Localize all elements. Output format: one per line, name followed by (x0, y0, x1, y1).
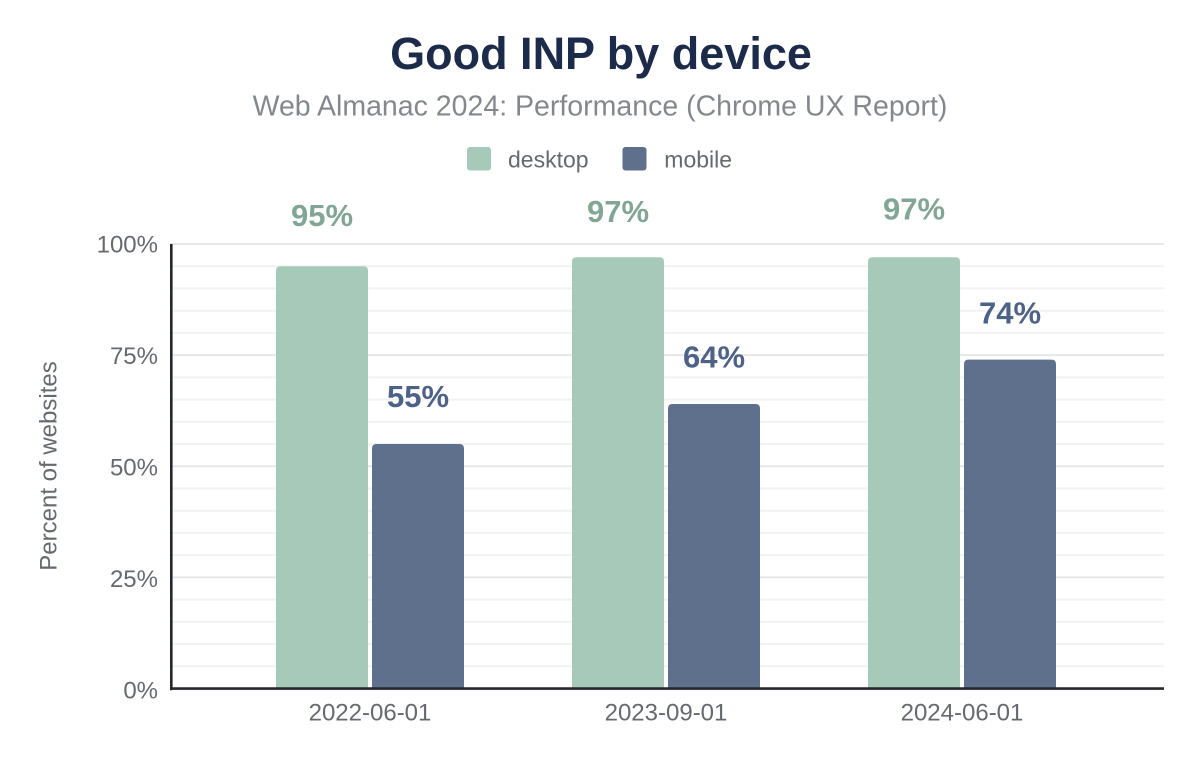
svg-text:Web Almanac 2024: Performance: Web Almanac 2024: Performance (Chrome UX… (253, 91, 948, 123)
svg-text:2022-06-01: 2022-06-01 (309, 700, 432, 727)
svg-text:mobile: mobile (664, 147, 732, 173)
svg-text:97%: 97% (587, 194, 649, 229)
svg-text:desktop: desktop (508, 147, 589, 173)
svg-text:Good INP by device: Good INP by device (390, 28, 812, 79)
svg-text:2023-09-01: 2023-09-01 (605, 700, 728, 727)
svg-text:97%: 97% (883, 192, 945, 227)
svg-text:74%: 74% (979, 295, 1041, 330)
svg-text:100%: 100% (97, 232, 158, 259)
svg-text:55%: 55% (387, 379, 449, 414)
svg-text:25%: 25% (110, 566, 158, 593)
svg-text:0%: 0% (123, 678, 158, 705)
svg-text:75%: 75% (110, 343, 158, 370)
svg-text:50%: 50% (110, 455, 158, 482)
svg-text:95%: 95% (291, 198, 353, 233)
svg-text:Percent of websites: Percent of websites (36, 361, 63, 570)
svg-text:64%: 64% (683, 340, 745, 375)
svg-text:2024-06-01: 2024-06-01 (901, 700, 1024, 727)
